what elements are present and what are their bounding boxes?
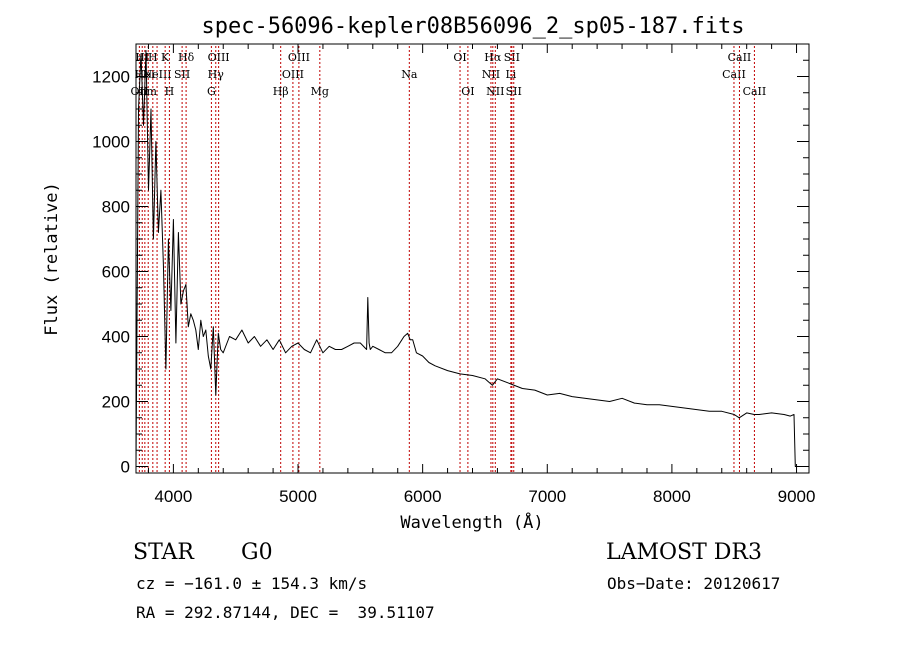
line-label: H bbox=[148, 51, 158, 64]
y-axis-ticks: 0 200 400 600 800 1000 1200 bbox=[92, 59, 809, 477]
x-axis-title: Wavelength (Å) bbox=[400, 511, 543, 533]
spectrum-line bbox=[135, 50, 797, 467]
y-tick-label: 200 bbox=[102, 393, 130, 412]
x-tick-label: 6000 bbox=[404, 487, 442, 506]
y-tick-label: 600 bbox=[102, 263, 130, 282]
line-label: NII bbox=[486, 85, 504, 98]
y-tick-label: 800 bbox=[102, 198, 130, 217]
spectrum-series bbox=[135, 50, 797, 467]
object-subclass: G0 bbox=[241, 540, 273, 565]
x-tick-label: 4000 bbox=[154, 487, 192, 506]
y-tick-label: 0 bbox=[121, 458, 130, 477]
line-label: H bbox=[165, 85, 175, 98]
line-label: Hβ bbox=[273, 85, 289, 98]
x-tick-label: 7000 bbox=[528, 487, 566, 506]
spectral-line-markers: OIIHIHeInmHNeIIIKHSIIHδGHγOIIIHβOIIIOIII… bbox=[131, 46, 767, 473]
y-axis-title: Flux (relative) bbox=[42, 182, 62, 336]
x-tick-label: 8000 bbox=[653, 487, 691, 506]
plot-frame bbox=[135, 43, 810, 474]
chart-title: spec-56096-kepler08B56096_2_sp05-187.fit… bbox=[201, 14, 744, 39]
line-label: Hα bbox=[484, 51, 502, 64]
line-label: SII bbox=[504, 51, 520, 64]
line-label: OIII bbox=[282, 68, 304, 81]
redshift-value: cz = −161.0 ± 154.3 km/s bbox=[136, 574, 368, 593]
y-tick-label: 400 bbox=[102, 328, 130, 347]
line-label: K bbox=[161, 51, 170, 64]
observation-date: Obs−Date: 20120617 bbox=[607, 574, 781, 593]
line-label: Na bbox=[401, 68, 418, 81]
line-label: Hδ bbox=[178, 51, 195, 64]
x-axis-ticks: 4000 5000 6000 7000 8000 9000 bbox=[147, 44, 816, 506]
line-label: OIII bbox=[288, 51, 310, 64]
y-tick-label: 1000 bbox=[92, 133, 130, 152]
line-label: Li bbox=[505, 68, 516, 81]
line-label: NII bbox=[482, 68, 500, 81]
line-label: NeIII bbox=[142, 68, 171, 81]
x-tick-label: 9000 bbox=[778, 487, 816, 506]
line-label: SII bbox=[506, 85, 522, 98]
line-label: OIII bbox=[208, 51, 230, 64]
line-label: CaII bbox=[728, 51, 752, 64]
line-label: OI bbox=[453, 51, 466, 64]
line-label: G bbox=[207, 85, 216, 98]
line-label: CaII bbox=[743, 85, 767, 98]
line-label: Hγ bbox=[208, 68, 225, 81]
line-label: CaII bbox=[722, 68, 746, 81]
y-tick-label: 1200 bbox=[92, 68, 130, 87]
line-label: Mg bbox=[311, 85, 329, 98]
line-label: SII bbox=[174, 68, 190, 81]
survey-name: LAMOST DR3 bbox=[606, 540, 762, 565]
object-class: STAR bbox=[133, 540, 194, 565]
line-label: OI bbox=[461, 85, 474, 98]
x-tick-label: 5000 bbox=[279, 487, 317, 506]
sky-coordinates: RA = 292.87144, DEC = 39.51107 bbox=[136, 603, 435, 622]
